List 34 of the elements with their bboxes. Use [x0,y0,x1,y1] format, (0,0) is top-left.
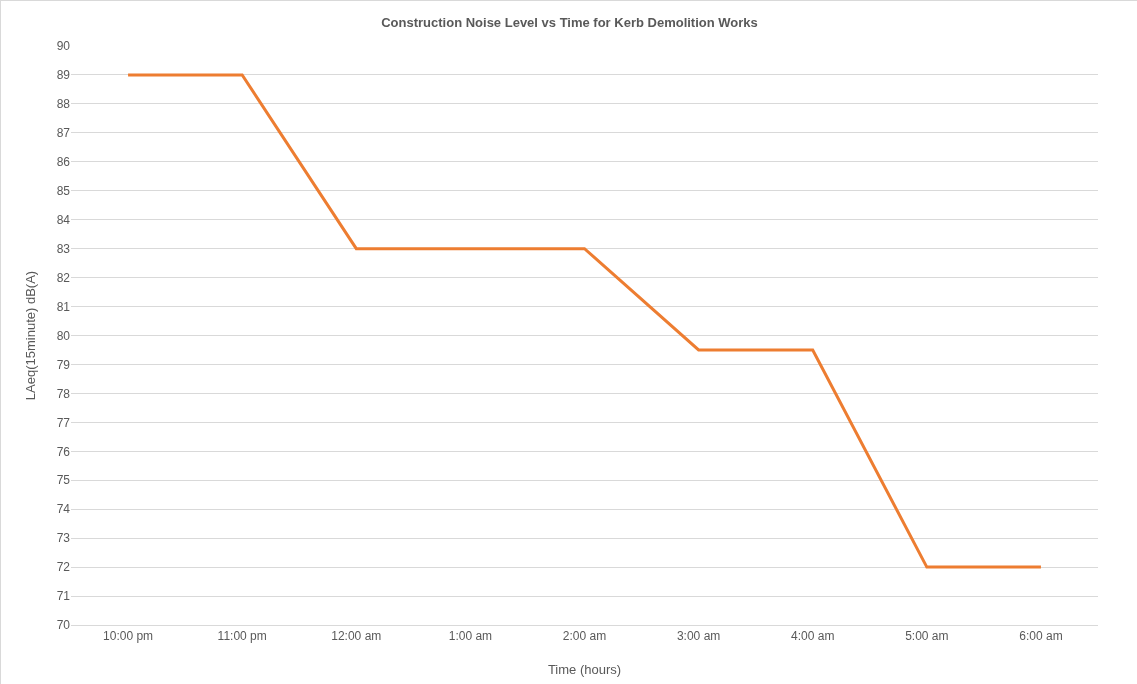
x-tick-label: 1:00 am [448,629,493,644]
x-axis-title: Time (hours) [547,662,622,677]
x-tick-label: 3:00 am [676,629,721,644]
y-tick-label: 80 [56,328,71,343]
x-tick-label: 11:00 pm [217,629,267,644]
y-tick-label: 78 [56,386,71,401]
y-tick-label: 75 [56,473,71,488]
y-tick-label: 86 [56,155,71,169]
y-tick-label: 89 [56,68,71,83]
y-tick-label: 90 [56,39,71,54]
y-tick-label: 85 [56,183,71,198]
x-tick-label: 4:00 am [791,629,835,644]
y-tick-label: 76 [56,444,71,459]
y-tick-label: 77 [56,415,71,430]
line-series [126,73,1043,569]
y-tick-label: 73 [56,531,71,546]
x-tick-label: 5:00 am [905,629,949,644]
y-tick-label: 71 [56,589,71,604]
y-tick-label: 72 [56,560,71,575]
x-tick-label: 12:00 am [331,629,382,644]
y-tick-label: 79 [56,357,71,372]
chart-title: Construction Noise Level vs Time for Kerb Demolition Works [381,15,758,31]
y-tick-label: 74 [56,502,71,517]
y-tick-label: 70 [56,618,71,633]
y-tick-label: 81 [56,299,71,314]
y-axis-title: LAeq(15minute) dB(A) [23,270,38,401]
y-tick-label: 82 [56,270,71,285]
x-tick-label: 2:00 am [562,629,607,644]
x-tick-label: 10:00 pm [103,629,154,644]
y-tick-label: 83 [56,241,71,256]
y-tick-label: 84 [56,212,71,227]
y-tick-label: 88 [56,97,71,112]
x-tick-label: 6:00 am [1019,629,1063,644]
y-tick-label: 87 [56,126,71,141]
